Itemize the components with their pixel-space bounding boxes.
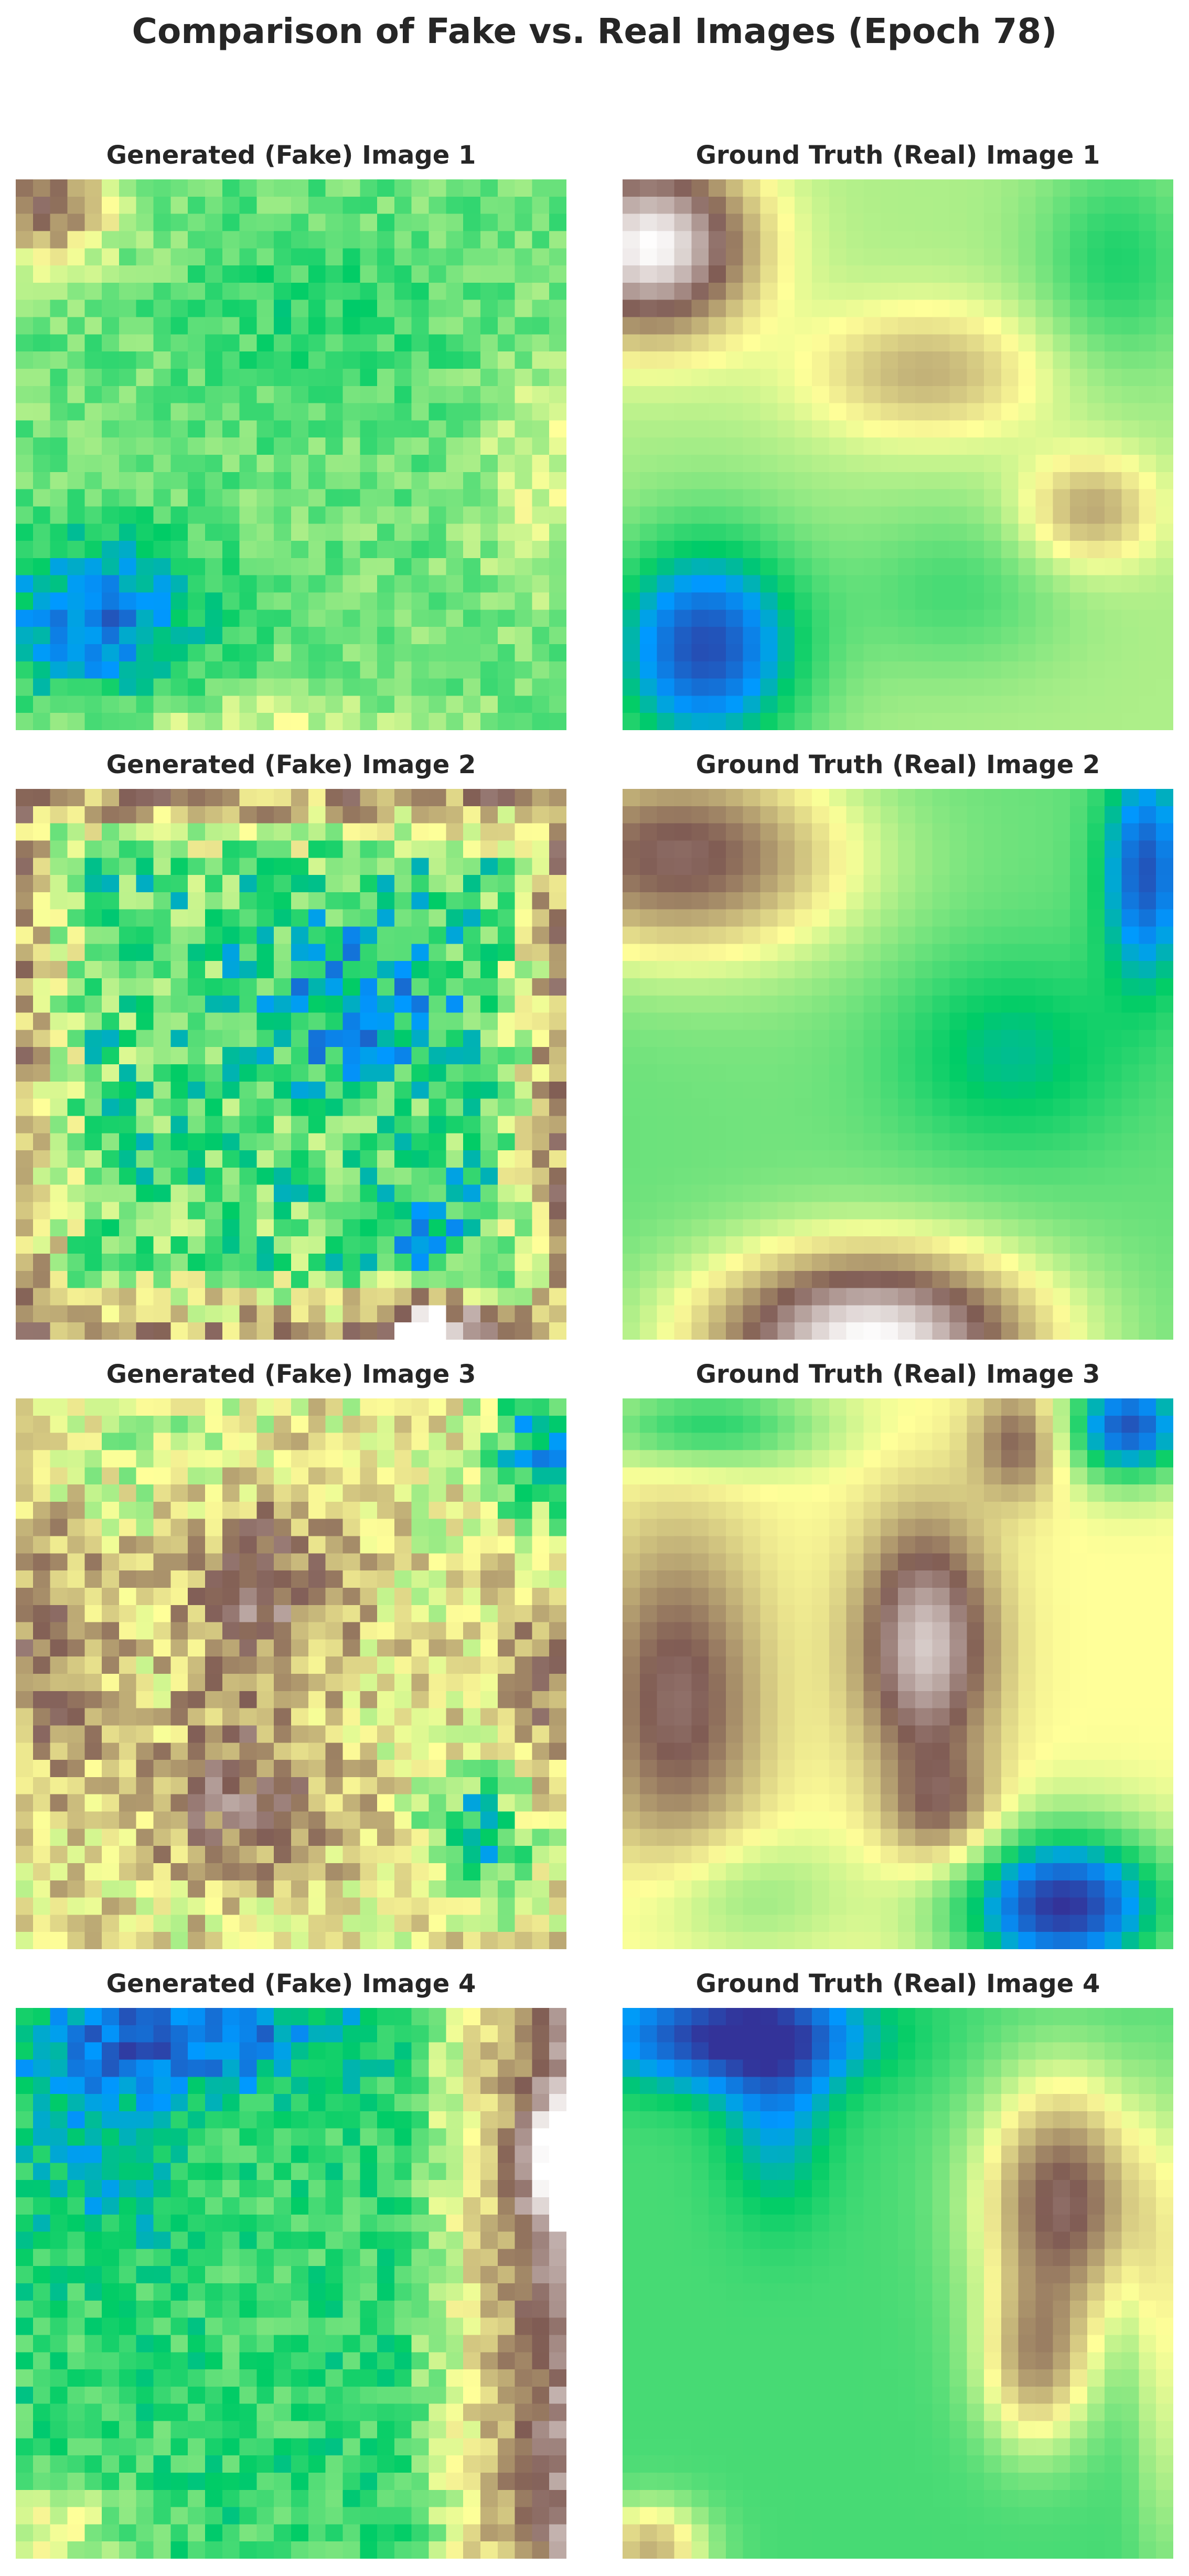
fake-image-4 [16,2008,566,2559]
real-image-2 [623,789,1173,1340]
real-image-1-caption: Ground Truth (Real) Image 1 [695,141,1100,170]
fake-image-3-caption: Generated (Fake) Image 3 [106,1360,476,1389]
real-image-3-caption: Ground Truth (Real) Image 3 [695,1360,1100,1389]
real-image-1 [623,179,1173,730]
real-image-2-caption: Ground Truth (Real) Image 2 [695,750,1100,779]
fake-image-3 [16,1398,566,1949]
fake-image-1-caption: Generated (Fake) Image 1 [106,141,476,170]
fake-image-2-caption: Generated (Fake) Image 2 [106,750,476,779]
fake-image-2 [16,789,566,1340]
figure-title: Comparison of Fake vs. Real Images (Epoc… [132,11,1057,51]
fake-image-4-caption: Generated (Fake) Image 4 [106,1969,476,1998]
real-image-4 [623,2008,1173,2559]
fake-image-1 [16,179,566,730]
real-image-3 [623,1398,1173,1949]
real-image-4-caption: Ground Truth (Real) Image 4 [695,1969,1100,1998]
